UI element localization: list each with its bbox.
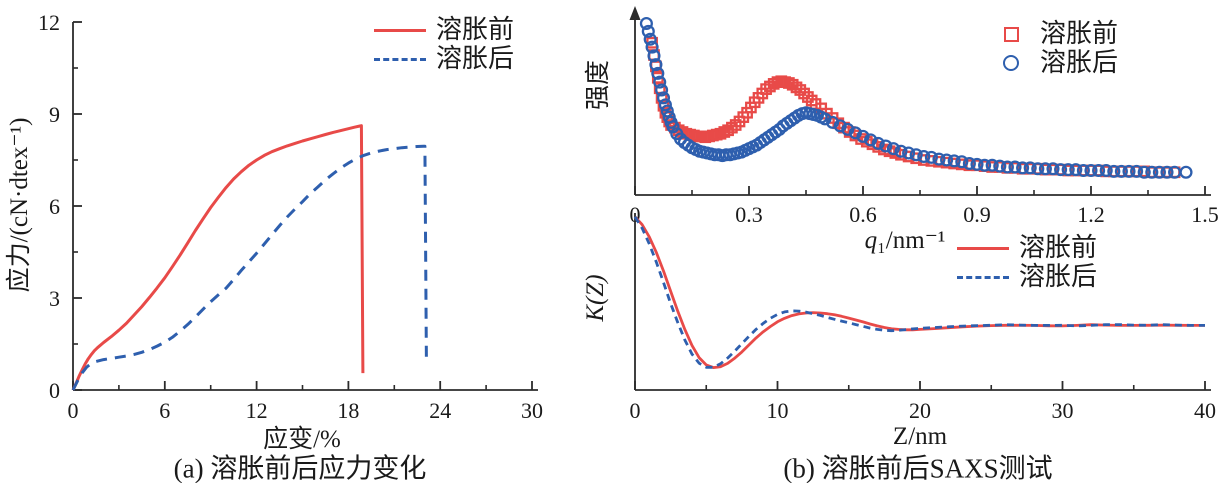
open-square-icon bbox=[1003, 26, 1019, 42]
z-symbol: Z bbox=[892, 423, 909, 450]
legend-label: 溶胀前 bbox=[1019, 233, 1098, 262]
series-before-swelling bbox=[633, 215, 1205, 370]
svg-text:40: 40 bbox=[1194, 398, 1216, 423]
series-after-swelling bbox=[71, 144, 428, 391]
svg-text:10: 10 bbox=[767, 398, 789, 423]
legend-item-before-swelling: 溶胀前 bbox=[955, 235, 1097, 261]
chart-b-bottom-x-axis-title: Z/nm bbox=[893, 423, 947, 451]
chart-a-y-axis-title: 应力/(cN·dtex⁻¹) bbox=[6, 117, 33, 293]
legend-item-before-swelling: 溶胀前 bbox=[998, 21, 1118, 47]
chart-b-top-y-axis-title: 强度 bbox=[585, 59, 612, 111]
chart-a: 0 3 6 9 12 0 6 12 18 24 30 bbox=[38, 10, 543, 423]
legend-item-before-swelling: 溶胀前 bbox=[372, 17, 514, 43]
svg-text:12: 12 bbox=[246, 398, 268, 423]
series-after-swelling bbox=[633, 216, 1205, 369]
svg-text:30: 30 bbox=[1052, 398, 1074, 423]
chart-a-caption: (a) 溶胀前后应力变化 bbox=[173, 453, 427, 483]
chart-b-top-x-axis-title: q₁/nm⁻¹ bbox=[865, 225, 946, 255]
svg-text:12: 12 bbox=[38, 10, 60, 35]
dashed-line-icon bbox=[957, 275, 1009, 279]
chart-b-bottom: 0 10 20 30 40 bbox=[630, 213, 1216, 423]
svg-text:6: 6 bbox=[159, 398, 170, 423]
svg-text:0.9: 0.9 bbox=[963, 202, 991, 227]
legend-label: 溶胀后 bbox=[436, 44, 515, 73]
q-units: ₁/nm⁻¹ bbox=[877, 227, 946, 254]
svg-text:6: 6 bbox=[49, 194, 60, 219]
solid-line-icon bbox=[374, 28, 426, 32]
chart-a-x-axis-title: 应变/% bbox=[263, 426, 341, 453]
chart-a-legend: 溶胀前 溶胀后 bbox=[372, 17, 514, 72]
legend-item-after-swelling: 溶胀后 bbox=[955, 264, 1097, 290]
svg-text:18: 18 bbox=[337, 398, 359, 423]
legend-label: 溶胀后 bbox=[1040, 48, 1119, 77]
svg-text:20: 20 bbox=[909, 398, 931, 423]
svg-text:0: 0 bbox=[49, 378, 60, 403]
svg-text:24: 24 bbox=[429, 398, 451, 423]
svg-text:30: 30 bbox=[521, 398, 543, 423]
series-before-swelling bbox=[71, 124, 365, 391]
svg-text:1.5: 1.5 bbox=[1191, 202, 1219, 227]
svg-text:3: 3 bbox=[49, 286, 60, 311]
svg-text:9: 9 bbox=[49, 102, 60, 127]
z-units: /nm bbox=[908, 423, 948, 450]
svg-text:0: 0 bbox=[630, 398, 641, 423]
legend-item-after-swelling: 溶胀后 bbox=[372, 46, 514, 72]
q-symbol: q bbox=[864, 227, 878, 254]
solid-line-icon bbox=[957, 246, 1009, 250]
chart-b-top-legend: 溶胀前 溶胀后 bbox=[998, 21, 1118, 76]
legend-label: 溶胀后 bbox=[1019, 262, 1098, 291]
series-after-swelling bbox=[639, 16, 1193, 179]
svg-text:0.6: 0.6 bbox=[849, 202, 877, 227]
chart-b-top: 00.30.60.91.21.5 bbox=[629, 6, 1219, 227]
legend-item-after-swelling: 溶胀后 bbox=[998, 50, 1118, 76]
open-circle-icon bbox=[1003, 55, 1019, 71]
legend-label: 溶胀前 bbox=[436, 15, 515, 44]
dashed-line-icon bbox=[374, 57, 426, 61]
chart-b-caption: (b) 溶胀前后SAXS测试 bbox=[783, 453, 1053, 483]
chart-b-bottom-y-axis-title: K(Z) bbox=[582, 274, 609, 322]
chart-b-bottom-legend: 溶胀前 溶胀后 bbox=[955, 235, 1097, 290]
svg-text:0.3: 0.3 bbox=[735, 202, 763, 227]
svg-text:0: 0 bbox=[68, 398, 79, 423]
legend-label: 溶胀前 bbox=[1040, 19, 1119, 48]
svg-text:1.2: 1.2 bbox=[1077, 202, 1105, 227]
